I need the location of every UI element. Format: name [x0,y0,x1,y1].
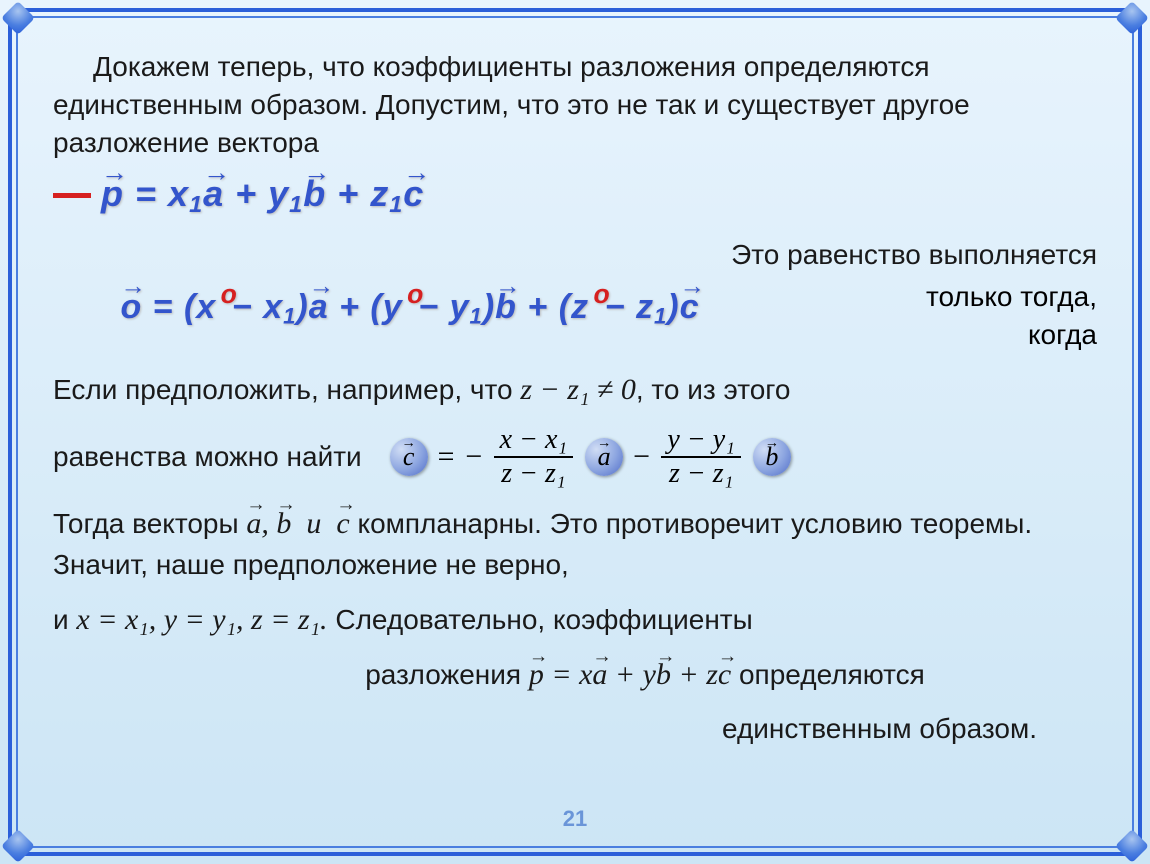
intro-paragraph: Докажем теперь, что коэффициенты разложе… [53,48,1097,161]
formula-2-row: o = (x o− x1)a + (y o− y1)b + (z o− z1)c… [53,278,1097,354]
paragraph-equalities: и x = x₁, y = y₁, z = z₁. Следовательно,… [53,598,1097,642]
paragraph-suppose: Если предположить, например, что z − z₁ … [53,366,1097,414]
paragraph-unique: единственным образом. [53,709,1097,750]
vector-c-pill: c [390,438,428,476]
note-line-1: Это равенство выполняется [53,236,1097,274]
corner-decoration-tl [1,1,35,35]
final-decomposition: p = xa + yb + zc [529,658,731,691]
vectors-abc: a, b и c [246,507,349,540]
minus-sign: − [631,440,651,474]
slide-inner-border: Докажем теперь, что коэффициенты разложе… [16,16,1134,848]
fraction-2: y − y₁ z − z₁ [661,424,740,490]
page-number: 21 [18,806,1132,832]
corner-decoration-br [1115,829,1149,863]
equals-sign: = − [436,440,484,474]
fraction-prefix-text: равенства можно найти [53,438,362,476]
vector-b-pill: b [753,438,791,476]
fraction-1: x − x₁ z − z₁ [494,424,573,490]
fraction-equation-row: равенства можно найти c = − x − x₁ z − z… [53,424,1097,490]
paragraph-final-eq: разложения p = xa + yb + zc определяются [53,653,1097,697]
corner-decoration-tr [1115,1,1149,35]
xyz-equalities: x = x₁, y = y₁, z = z₁. [76,603,327,636]
formula-1-text: p = x1a + y1b + z1c [101,173,424,218]
vector-a-pill: a [585,438,623,476]
corner-decoration-bl [1,829,35,863]
inline-condition: z − z₁ ≠ 0 [520,373,636,406]
note-right-column: только тогда, когда [787,278,1097,354]
paragraph-coplanar: Тогда векторы a, b и c компланарны. Это … [53,502,1097,586]
formula-zero-vector: o = (x o− x1)a + (y o− y1)b + (z o− z1)c [53,288,767,330]
slide-outer-border: Докажем теперь, что коэффициенты разложе… [8,8,1142,856]
bullet-dash-icon [53,193,91,198]
formula-p-decomposition: p = x1a + y1b + z1c [53,173,1097,218]
